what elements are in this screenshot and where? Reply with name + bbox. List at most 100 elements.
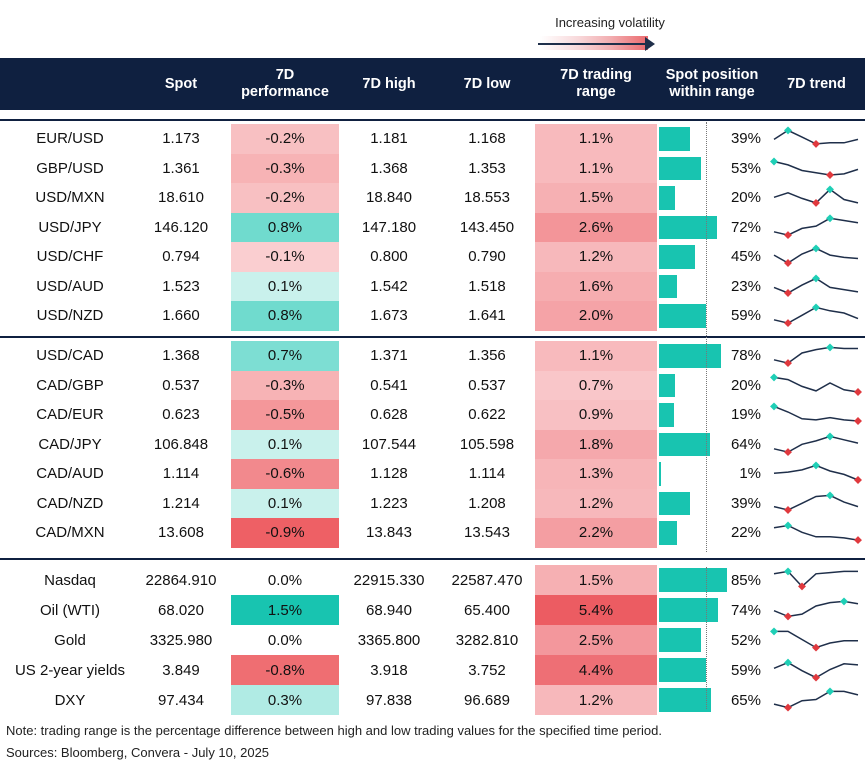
trend-high-marker [826, 213, 834, 222]
spot-value: 1.361 [162, 159, 200, 177]
row-label: Gold [54, 631, 86, 649]
low-value: 1.641 [468, 307, 506, 325]
trend-low-marker [784, 447, 792, 456]
header-7d-trading-range: 7D trading range [560, 67, 632, 100]
row-label: Nasdaq [44, 571, 96, 589]
position-percent: 59% [730, 661, 761, 679]
high-value: 1.223 [370, 494, 408, 512]
position-bar [659, 598, 719, 622]
spot-value: 0.623 [162, 406, 200, 424]
high-value: 1.673 [370, 307, 408, 325]
position-percent: 64% [730, 435, 761, 453]
high-value: 68.940 [366, 601, 412, 619]
trend-sparkline [773, 431, 859, 456]
low-value: 1.168 [468, 130, 506, 148]
spot-value: 68.020 [158, 601, 204, 619]
table-row: CAD/NZD 1.214 0.1% 1.223 1.208 1.2% 39% [0, 488, 865, 518]
trend-sparkline [773, 567, 858, 591]
low-value: 1.518 [468, 277, 506, 295]
position-percent: 1% [739, 465, 761, 483]
position-percent: 39% [730, 130, 761, 148]
trend-high-marker [840, 597, 848, 606]
spot-value: 3.849 [162, 661, 200, 679]
legend-label: Increasing volatility [555, 15, 665, 30]
position-percent: 23% [730, 277, 761, 295]
low-value: 3.752 [468, 661, 506, 679]
high-value: 0.800 [370, 248, 408, 266]
row-label: USD/AUD [36, 277, 104, 295]
spot-value: 146.120 [153, 218, 209, 236]
high-value: 1.371 [370, 347, 408, 365]
high-value: 97.838 [366, 691, 412, 709]
row-label: EUR/USD [36, 130, 104, 148]
row-label: CAD/GBP [36, 376, 104, 394]
row-label: USD/JPY [38, 218, 102, 236]
row-label: DXY [54, 691, 86, 709]
high-value: 0.541 [370, 376, 408, 394]
high-value: 1.368 [370, 159, 408, 177]
performance-value: 0.1% [231, 488, 339, 518]
spot-value: 1.214 [162, 494, 200, 512]
trend-high-marker [812, 273, 820, 282]
performance-value: 0.8% [231, 301, 339, 331]
table-row: CAD/EUR 0.623 -0.5% 0.628 0.622 0.9% 19% [0, 400, 865, 430]
performance-value: -0.9% [231, 518, 339, 548]
spot-value: 0.794 [162, 248, 200, 266]
trend-sparkline [770, 372, 862, 396]
position-bar [659, 432, 711, 456]
trend-high-marker [826, 490, 834, 499]
range-value: 1.2% [535, 685, 657, 715]
footer-sources: Sources: Bloomberg, Convera - July 10, 2… [6, 745, 270, 760]
trend-sparkline [773, 126, 859, 148]
position-percent: 74% [730, 601, 761, 619]
table-row: CAD/JPY 106.848 0.1% 107.544 105.598 1.8% 64% [0, 429, 865, 459]
position-bar [659, 462, 661, 486]
trend-sparkline [773, 658, 859, 682]
performance-value: -0.5% [231, 400, 339, 430]
low-value: 96.689 [464, 691, 510, 709]
high-value: 13.843 [366, 524, 412, 542]
performance-value: 0.7% [231, 341, 339, 371]
position-percent: 78% [730, 347, 761, 365]
header-7d-high: 7D high [362, 75, 416, 92]
range-value: 1.2% [535, 242, 657, 272]
range-value: 2.0% [535, 301, 657, 331]
spot-value: 1.114 [162, 465, 200, 483]
position-percent: 85% [730, 571, 761, 589]
legend-arrow-head-icon [645, 37, 655, 51]
range-value: 5.4% [535, 595, 657, 625]
group-separator [0, 558, 865, 560]
position-percent: 22% [730, 524, 761, 542]
performance-value: 0.0% [231, 625, 339, 655]
position-bar [659, 491, 691, 515]
high-value: 107.544 [361, 435, 417, 453]
range-value: 1.3% [535, 459, 657, 489]
trend-sparkline [773, 687, 859, 712]
table-row: USD/NZD 1.660 0.8% 1.673 1.641 2.0% 59% [0, 301, 865, 331]
trend-high-marker [812, 303, 820, 312]
trend-sparkline [773, 244, 859, 267]
spot-value: 97.434 [158, 691, 204, 709]
table-row: EUR/USD 1.173 -0.2% 1.181 1.168 1.1% 39% [0, 124, 865, 154]
range-value: 4.4% [535, 655, 657, 685]
table-row: USD/MXN 18.610 -0.2% 18.840 18.553 1.5% 20% [0, 183, 865, 213]
performance-value: -0.2% [231, 124, 339, 154]
trend-low-marker [826, 170, 834, 179]
row-label: CAD/NZD [36, 494, 104, 512]
position-percent: 19% [730, 406, 761, 424]
trend-sparkline [773, 597, 859, 621]
spot-value: 106.848 [153, 435, 209, 453]
low-value: 22587.470 [451, 571, 523, 589]
low-value: 1.208 [468, 494, 506, 512]
low-value: 1.356 [468, 347, 506, 365]
range-value: 1.1% [535, 341, 657, 371]
high-value: 22915.330 [353, 571, 425, 589]
position-bar [659, 344, 722, 368]
position-percent: 52% [730, 631, 761, 649]
spot-value: 22864.910 [145, 571, 217, 589]
performance-value: -0.2% [231, 183, 339, 213]
row-label: USD/CHF [36, 248, 104, 266]
table-row: Gold 3325.980 0.0% 3365.800 3282.810 2.5% 52% [0, 625, 865, 655]
range-value: 2.2% [535, 518, 657, 548]
trend-low-marker [812, 673, 820, 682]
